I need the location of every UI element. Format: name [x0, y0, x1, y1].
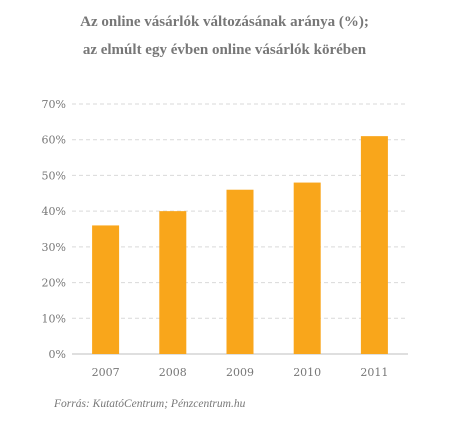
- chart-title-line-1: Az online vásárlók változásának aránya (…: [80, 14, 369, 30]
- y-tick-label: 30%: [42, 241, 66, 254]
- bar-2008: [159, 211, 187, 354]
- source-note: Forrás: KutatóCentrum; Pénzcentrum.hu: [54, 398, 246, 410]
- bar-2011: [360, 136, 388, 354]
- x-tick-label: 2008: [159, 366, 187, 379]
- y-tick-label: 70%: [42, 98, 66, 111]
- y-tick-label: 0%: [49, 348, 66, 361]
- x-tick-label: 2011: [360, 366, 388, 379]
- bar-2009: [226, 189, 254, 354]
- bar-2007: [92, 225, 120, 354]
- y-tick-label: 40%: [42, 205, 66, 218]
- chart-title-line-2: az elmúlt egy évben online vásárlók köré…: [82, 42, 367, 58]
- y-tick-label: 10%: [42, 312, 66, 325]
- y-tick-label: 60%: [42, 134, 66, 147]
- x-tick-label: 2007: [92, 366, 120, 379]
- x-tick-label: 2010: [293, 366, 321, 379]
- y-tick-label: 50%: [42, 169, 66, 182]
- x-tick-label: 2009: [226, 366, 254, 379]
- y-tick-label: 20%: [42, 277, 66, 290]
- bar-2010: [293, 182, 321, 354]
